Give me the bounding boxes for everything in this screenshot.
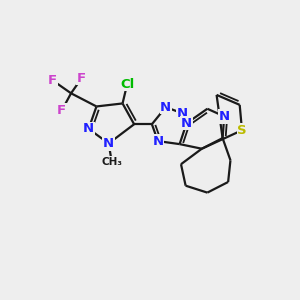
- Text: F: F: [57, 104, 66, 117]
- Text: CH₃: CH₃: [101, 157, 122, 167]
- Text: N: N: [152, 135, 164, 148]
- Text: N: N: [160, 100, 171, 114]
- Text: Cl: Cl: [120, 77, 134, 91]
- Text: S: S: [237, 124, 247, 137]
- Text: F: F: [48, 74, 57, 87]
- Text: N: N: [181, 117, 192, 130]
- Text: N: N: [103, 137, 114, 150]
- Text: N: N: [177, 107, 188, 120]
- Text: N: N: [219, 110, 230, 123]
- Text: F: F: [77, 71, 86, 85]
- Text: N: N: [83, 122, 94, 135]
